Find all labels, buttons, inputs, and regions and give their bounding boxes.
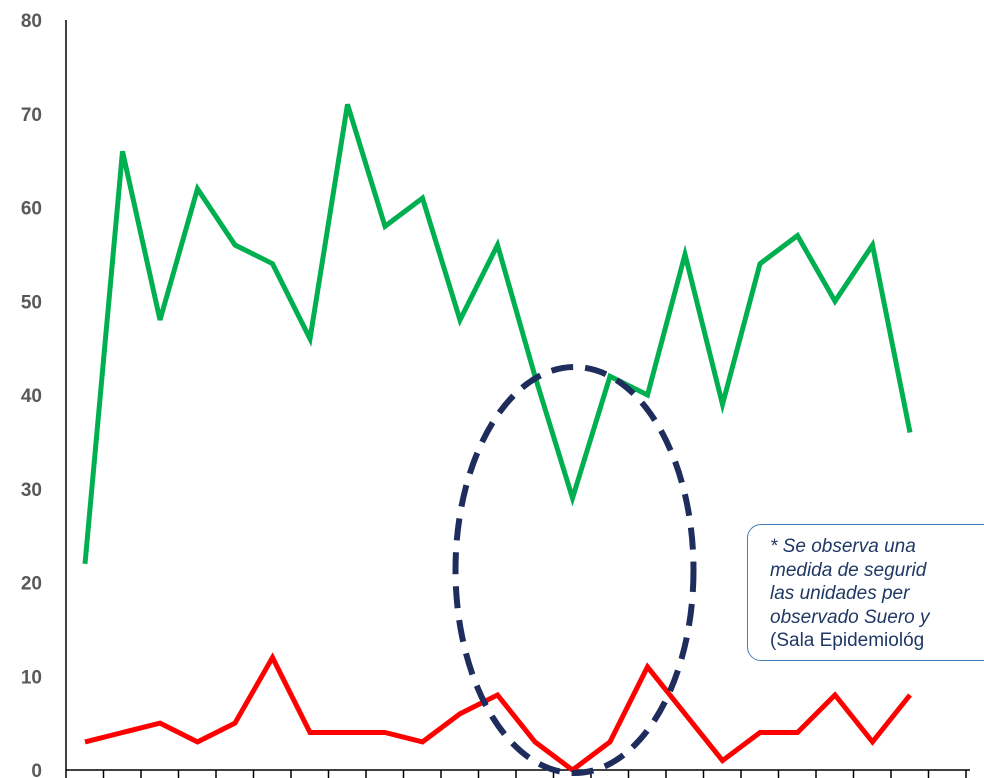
y-axis: 0 10 20 30 40 50 60 70 80 xyxy=(21,11,67,778)
annotation-italic-text: * Se observa una medida de segurid las u… xyxy=(770,536,930,628)
y-tick-label: 30 xyxy=(21,480,42,501)
series-line-2 xyxy=(84,652,912,774)
y-tick-label: 40 xyxy=(21,386,42,407)
series-lines xyxy=(82,103,913,774)
y-tick-label: 50 xyxy=(21,292,42,313)
y-tick-label: 80 xyxy=(21,11,42,32)
y-tick-label: 60 xyxy=(21,199,42,220)
y-tick-label: 10 xyxy=(21,667,42,688)
y-tick-label: 0 xyxy=(31,761,42,778)
series-line-1 xyxy=(82,103,913,565)
y-tick-label: 70 xyxy=(21,105,42,126)
y-tick-label: 20 xyxy=(21,574,42,595)
annotation-source-text: (Sala Epidemiológ xyxy=(770,630,925,651)
annotation-callout: * Se observa una medida de segurid las u… xyxy=(747,524,984,661)
x-axis xyxy=(65,769,970,778)
highlight-ellipse-group xyxy=(452,364,697,776)
highlight-ellipse xyxy=(452,364,697,776)
